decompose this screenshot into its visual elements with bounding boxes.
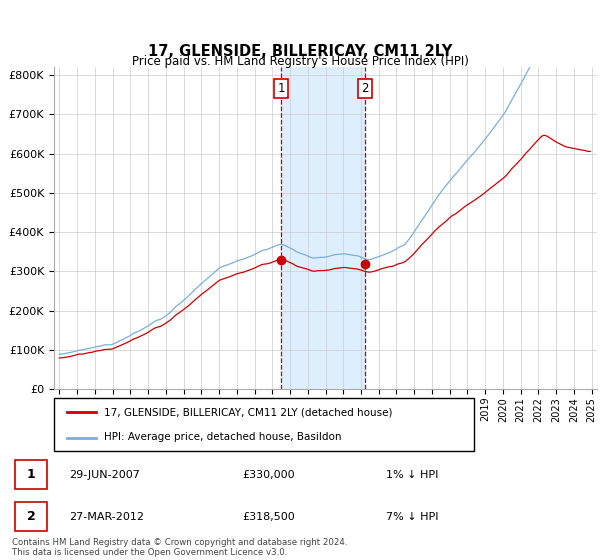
Text: £318,500: £318,500	[242, 512, 295, 521]
Text: Contains HM Land Registry data © Crown copyright and database right 2024.
This d: Contains HM Land Registry data © Crown c…	[12, 538, 347, 557]
Text: 1: 1	[26, 468, 35, 481]
Bar	[281, 67, 365, 389]
Text: 27-MAR-2012: 27-MAR-2012	[70, 512, 145, 521]
Text: 17, GLENSIDE, BILLERICAY, CM11 2LY: 17, GLENSIDE, BILLERICAY, CM11 2LY	[148, 44, 452, 59]
Bar	[15, 502, 47, 531]
Text: 29-JUN-2007: 29-JUN-2007	[70, 470, 140, 479]
Text: £330,000: £330,000	[242, 470, 295, 479]
Text: HPI: Average price, detached house, Basildon: HPI: Average price, detached house, Basi…	[104, 432, 342, 442]
Text: Price paid vs. HM Land Registry's House Price Index (HPI): Price paid vs. HM Land Registry's House …	[131, 55, 469, 68]
Bar	[15, 460, 47, 489]
Text: 1: 1	[277, 82, 285, 95]
Text: 1% ↓ HPI: 1% ↓ HPI	[386, 470, 439, 479]
Text: 2: 2	[26, 510, 35, 523]
Text: 2: 2	[361, 82, 369, 95]
Text: 17, GLENSIDE, BILLERICAY, CM11 2LY (detached house): 17, GLENSIDE, BILLERICAY, CM11 2LY (deta…	[104, 408, 393, 418]
Text: 7% ↓ HPI: 7% ↓ HPI	[386, 512, 439, 521]
